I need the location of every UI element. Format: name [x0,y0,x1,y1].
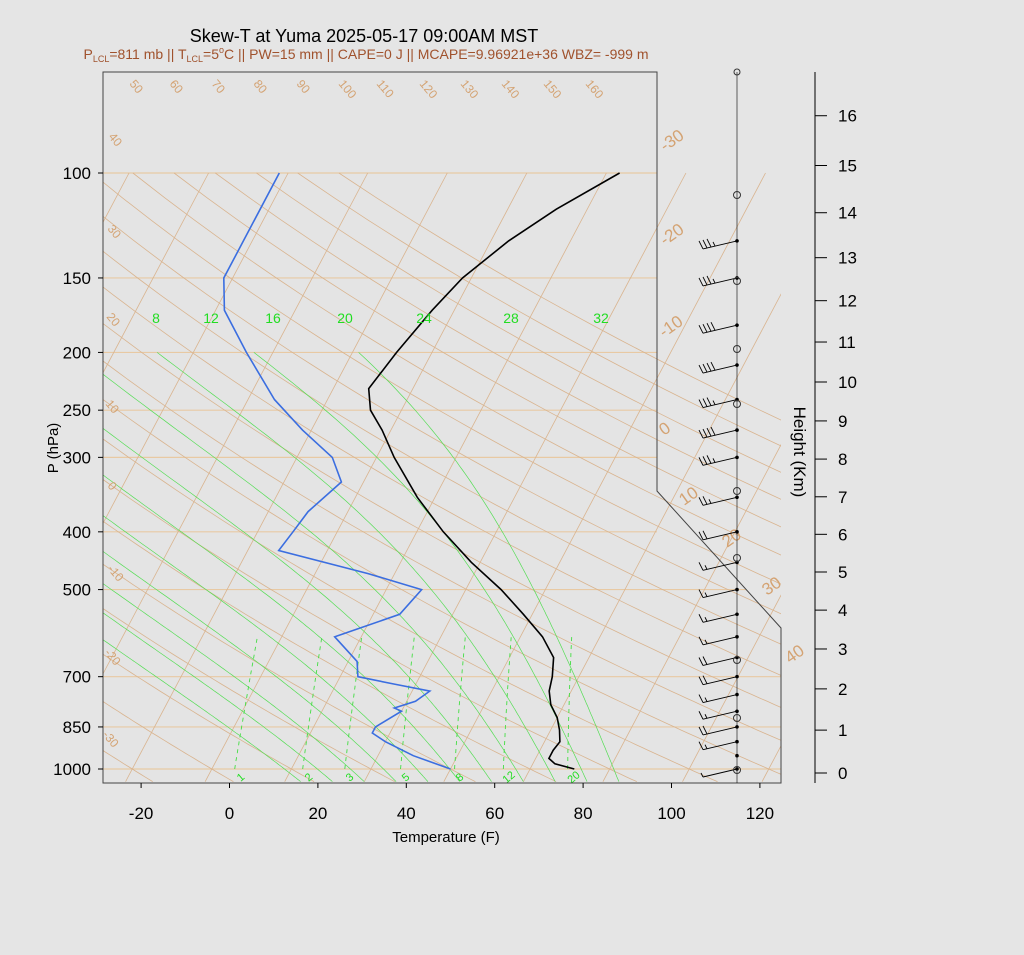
height-tick-label: 5 [838,563,847,582]
wind-barb-flag [707,428,711,436]
isotherm-line [0,173,49,782]
height-tick-label: 8 [838,450,847,469]
mixing-ratio-top-label: 12 [203,310,219,326]
wind-barb-half-flag [713,401,715,405]
height-tick-label: 4 [838,601,847,620]
wind-barb-flag [699,325,703,333]
x-tick-label: 80 [574,804,593,823]
mixing-ratio-top-label: 24 [416,310,432,326]
wind-barb-flag [707,363,711,371]
subtitle-plcl-value: =811 mb || T [109,46,187,62]
y-tick-label: 700 [63,668,91,687]
height-tick-label: 9 [838,412,847,431]
height-tick-label: 3 [838,640,847,659]
height-tick-label: 14 [838,204,857,223]
subtitle-rest: C || PW=15 mm || CAPE=0 J || MCAPE=9.969… [224,46,649,62]
x-tick-label: 20 [308,804,327,823]
y-tick-label: 500 [63,581,91,600]
isotherm-label: -30 [656,126,687,156]
height-tick-label: 10 [838,373,857,392]
height-axis-label: Height (Km) [790,407,809,498]
subtitle-plcl: P [83,46,92,62]
wind-barb-flag [699,430,703,438]
wind-barb-flag [711,322,715,330]
height-tick-label: 12 [838,292,857,311]
wind-barb-flag [703,364,707,372]
y-axis-label: P (hPa) [45,423,62,474]
wind-level-dot [735,754,739,758]
subtitle-tlcl-value: =5 [203,46,219,62]
y-tick-label: 1000 [53,760,91,779]
x-tick-label: 0 [225,804,234,823]
height-tick-label: 13 [838,249,857,268]
x-tick-label: 40 [397,804,416,823]
wind-barb-flag [703,399,707,407]
wind-barb-flag [703,496,707,504]
y-tick-label: 250 [63,401,91,420]
wind-barb-flag [699,365,703,373]
mixing-ratio-top-label: 20 [337,310,353,326]
wind-barb-flag [703,324,707,332]
isotherm-label: 40 [781,641,807,667]
height-tick-label: 2 [838,680,847,699]
wind-barb-flag [707,239,711,247]
height-tick-label: 1 [838,721,847,740]
wind-barb-flag [711,427,715,435]
x-tick-label: -20 [129,804,154,823]
x-tick-label: 60 [485,804,504,823]
mixing-ratio-top-label: 16 [265,310,281,326]
wind-barb-flag [707,455,711,463]
mixing-ratio-top-label: 8 [152,310,160,326]
subtitle-tlcl-sub: LCL [187,54,204,64]
y-tick-label: 150 [63,269,91,288]
wind-barb-half-flag [713,242,715,246]
height-tick-label: 0 [838,764,847,783]
mixing-ratio-top-label: 32 [593,310,609,326]
y-tick-label: 100 [63,164,91,183]
y-tick-label: 300 [63,448,91,467]
wind-barb-half-flag [713,279,715,283]
height-tick-label: 7 [838,488,847,507]
chart-subtitle: PLCL=811 mb || TLCL=5oC || PW=15 mm || C… [83,45,648,64]
wind-barb-flag [699,278,703,286]
isotherm-label: 20 [718,525,744,551]
wind-barb-half-flag [709,499,711,503]
x-axis-label: Temperature (F) [392,829,500,846]
wind-barb-flag [703,277,707,285]
chart-title: Skew-T at Yuma 2025-05-17 09:00AM MST [190,26,539,46]
height-tick-label: 11 [838,333,856,352]
isotherm-label: -20 [656,220,687,250]
height-tick-label: 6 [838,525,847,544]
isotherm-label: 0 [655,418,674,439]
wind-barb-flag [699,457,703,465]
x-tick-label: 100 [657,804,685,823]
y-tick-label: 200 [63,343,91,362]
x-tick-label: 120 [746,804,774,823]
subtitle-plcl-sub: LCL [93,54,110,64]
wind-barb-flag [703,531,707,539]
wind-barb-flag [699,241,703,249]
y-tick-label: 850 [63,718,91,737]
wind-barb-flag [707,323,711,331]
wind-barb-flag [711,362,715,370]
wind-barb-half-flag [713,458,715,462]
height-tick-label: 16 [838,107,857,126]
y-tick-label: 400 [63,523,91,542]
wind-barb-flag [707,398,711,406]
isotherm-label: -10 [655,312,686,342]
mixing-ratio-top-label: 28 [503,310,519,326]
wind-barb-flag [703,240,707,248]
height-tick-label: 15 [838,157,857,176]
